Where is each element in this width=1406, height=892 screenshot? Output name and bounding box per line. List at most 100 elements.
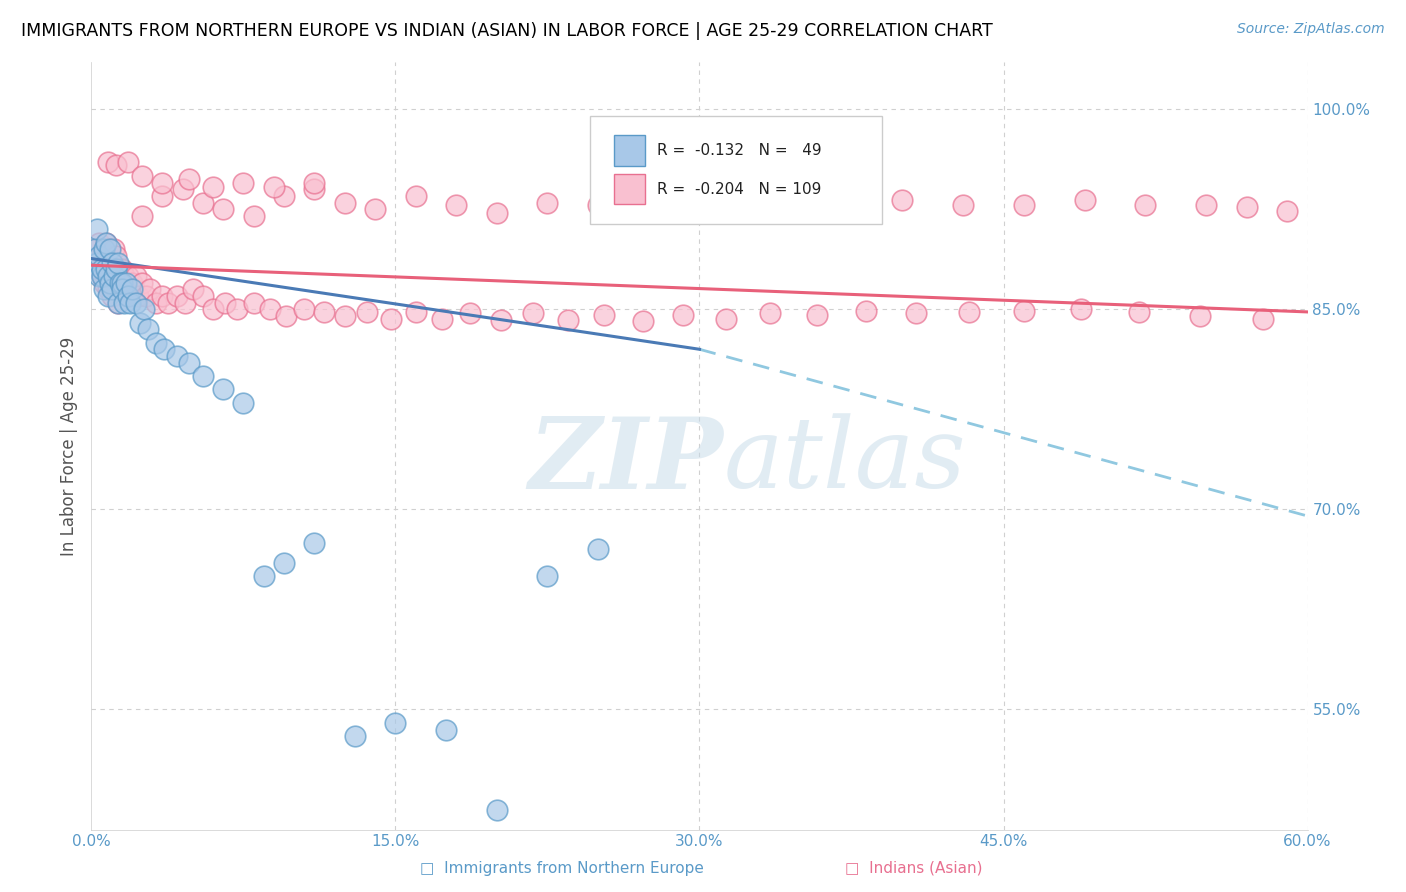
Point (84, 242, 107, 256)
Point (112, 268, 135, 283)
Point (112, 295, 135, 310)
Point (1251, 311, 1274, 326)
Point (93, 276, 115, 290)
Point (212, 202, 235, 217)
Text: R =  -0.204   N = 109: R = -0.204 N = 109 (657, 181, 821, 196)
Point (103, 276, 125, 290)
FancyBboxPatch shape (591, 116, 882, 224)
Point (166, 289, 188, 303)
Point (90, 249, 112, 263)
Point (356, 305, 378, 319)
Point (86, 262, 108, 277)
Point (117, 155, 139, 169)
Text: IMMIGRANTS FROM NORTHERN EUROPE VS INDIAN (ASIAN) IN LABOR FORCE | AGE 25-29 COR: IMMIGRANTS FROM NORTHERN EUROPE VS INDIA… (21, 22, 993, 40)
Point (593, 308, 616, 322)
Point (136, 322, 159, 336)
Point (100, 255, 122, 269)
Point (557, 313, 579, 327)
Point (157, 295, 180, 310)
Point (485, 803, 508, 817)
Point (304, 182, 326, 196)
Point (90, 262, 112, 277)
Bar (614, 174, 645, 204)
Point (100, 282, 122, 296)
Point (98, 276, 121, 290)
Point (103, 268, 125, 283)
Point (226, 302, 249, 317)
Point (232, 176, 254, 190)
Text: □  Indians (Asian): □ Indians (Asian) (845, 861, 983, 876)
Point (292, 302, 315, 317)
Point (672, 308, 695, 322)
Point (125, 295, 148, 310)
Point (1189, 309, 1212, 323)
Point (104, 282, 127, 296)
Point (1195, 198, 1218, 212)
Point (93, 255, 115, 269)
Text: atlas: atlas (724, 414, 966, 509)
Point (364, 202, 387, 217)
Point (115, 282, 138, 296)
Text: □  Immigrants from Northern Europe: □ Immigrants from Northern Europe (420, 861, 704, 876)
Point (274, 309, 297, 323)
Point (150, 289, 173, 303)
Point (333, 195, 356, 210)
Point (485, 206, 508, 220)
Point (191, 368, 214, 383)
Point (181, 282, 204, 296)
Point (648, 206, 671, 220)
Point (131, 169, 153, 183)
Point (90, 268, 112, 283)
Point (1070, 302, 1092, 317)
Point (122, 282, 145, 296)
Point (214, 295, 236, 310)
Point (273, 189, 295, 203)
Point (98, 276, 121, 290)
Point (905, 306, 928, 320)
Point (304, 535, 326, 549)
Point (89, 249, 111, 263)
Point (1135, 198, 1157, 212)
Point (314, 305, 336, 319)
Point (405, 189, 427, 203)
Point (145, 295, 167, 310)
Point (97, 289, 120, 303)
Point (830, 198, 852, 212)
Point (714, 311, 737, 326)
Point (104, 158, 127, 172)
Point (100, 289, 122, 303)
Point (259, 302, 281, 317)
Point (536, 569, 558, 583)
Point (97, 249, 120, 263)
Point (131, 276, 153, 290)
Point (380, 311, 402, 326)
Point (89, 235, 111, 250)
Point (405, 305, 427, 319)
Point (1236, 200, 1258, 214)
Point (111, 282, 134, 296)
Point (891, 193, 914, 207)
Point (94, 262, 117, 277)
Point (107, 262, 129, 277)
Point (709, 198, 731, 212)
Point (135, 289, 157, 303)
Point (103, 242, 125, 256)
Point (153, 343, 176, 357)
Y-axis label: In Labor Force | Age 25-29: In Labor Force | Age 25-29 (59, 336, 77, 556)
Point (132, 302, 155, 317)
Point (1012, 198, 1035, 212)
Point (111, 262, 134, 277)
Point (769, 206, 792, 220)
Point (86, 222, 108, 236)
Point (90, 268, 112, 283)
Point (242, 295, 264, 310)
Point (97, 282, 120, 296)
Point (107, 295, 129, 310)
Point (118, 295, 141, 310)
Point (202, 179, 225, 194)
Point (125, 268, 148, 283)
Point (104, 262, 127, 277)
Point (97, 155, 120, 169)
Point (84, 242, 107, 256)
Point (97, 268, 120, 283)
